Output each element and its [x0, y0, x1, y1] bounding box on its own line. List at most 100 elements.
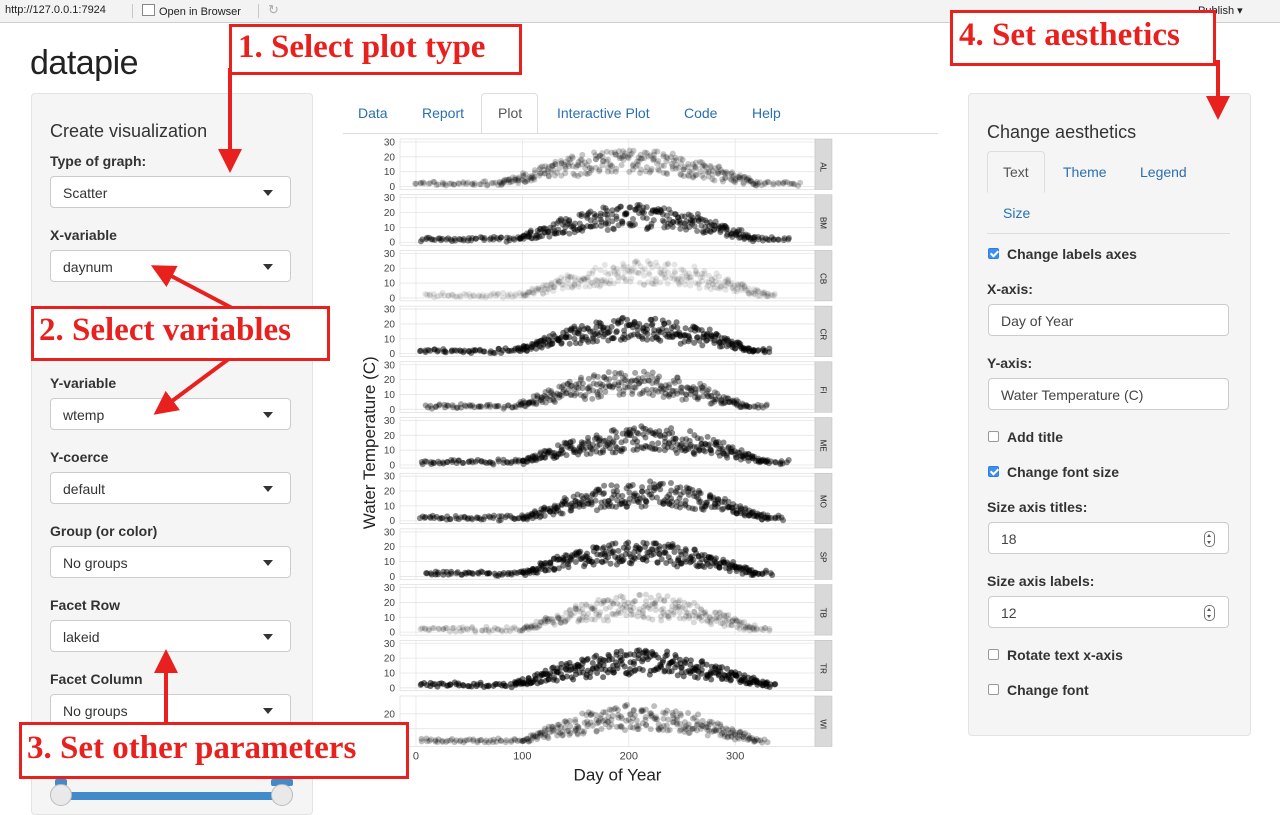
data-point — [605, 220, 612, 227]
data-point — [484, 181, 491, 188]
data-point — [556, 165, 563, 172]
refresh-icon[interactable]: ↻ — [268, 2, 279, 17]
data-point — [698, 159, 705, 166]
data-point — [610, 225, 617, 232]
data-point — [623, 210, 630, 217]
data-point — [695, 214, 702, 221]
y-coerce-select[interactable]: default — [50, 472, 291, 504]
data-point — [534, 234, 541, 241]
data-point — [652, 208, 659, 215]
data-point — [519, 176, 526, 183]
data-point — [619, 220, 626, 227]
tab-plot[interactable]: Plot — [498, 105, 523, 121]
data-point — [536, 229, 543, 236]
data-point — [608, 168, 615, 175]
data-point — [607, 162, 614, 169]
data-point — [506, 176, 513, 183]
data-point — [597, 216, 604, 223]
data-point — [650, 217, 657, 224]
data-point — [724, 231, 731, 238]
data-point — [562, 215, 569, 222]
data-point — [449, 238, 456, 245]
data-point — [690, 174, 697, 181]
data-point — [532, 169, 539, 176]
data-point — [558, 160, 565, 167]
data-point — [680, 166, 687, 173]
data-point — [627, 221, 634, 228]
data-point — [683, 226, 690, 233]
graph-type-select[interactable]: Scatter — [50, 176, 291, 208]
data-point — [707, 162, 714, 169]
data-point — [472, 235, 479, 242]
tab-help[interactable]: Help — [752, 105, 781, 121]
data-point — [734, 228, 741, 235]
data-point — [711, 177, 718, 184]
data-point — [730, 172, 737, 179]
data-point — [536, 172, 543, 179]
data-point — [645, 225, 652, 232]
data-point — [780, 180, 787, 187]
data-point — [751, 236, 758, 243]
group-select[interactable]: No groups — [50, 546, 291, 578]
data-point — [557, 216, 564, 223]
tab-data[interactable]: Data — [358, 105, 388, 121]
tab-report[interactable]: Report — [422, 105, 465, 121]
data-point — [602, 205, 609, 212]
data-point — [586, 164, 593, 171]
data-point — [795, 183, 802, 190]
data-point — [634, 158, 641, 165]
data-point — [584, 214, 591, 221]
data-point — [715, 225, 722, 232]
data-point — [643, 226, 650, 233]
data-point — [686, 224, 693, 231]
data-point — [670, 218, 677, 225]
open-in-browser-button[interactable]: Open in Browser — [142, 4, 241, 18]
data-point — [628, 150, 635, 157]
data-point — [451, 235, 458, 242]
data-point — [599, 162, 606, 169]
data-point — [525, 234, 532, 241]
data-point — [521, 232, 528, 239]
data-point — [537, 225, 544, 232]
data-point — [591, 149, 598, 156]
data-point — [471, 180, 478, 187]
x-variable-label: X-variable — [50, 227, 117, 243]
data-point — [751, 233, 758, 240]
data-point — [700, 174, 707, 181]
range-slider-bar[interactable] — [61, 792, 283, 800]
data-point — [570, 225, 577, 232]
data-point — [691, 163, 698, 170]
data-point — [597, 210, 604, 217]
data-point — [604, 156, 611, 163]
data-point — [515, 179, 522, 186]
data-point — [517, 235, 524, 242]
data-point — [587, 223, 594, 230]
data-point — [673, 157, 680, 164]
data-point — [647, 152, 654, 159]
data-point — [598, 222, 605, 229]
data-point — [520, 232, 527, 239]
tab-interactive-plot[interactable]: Interactive Plot — [557, 105, 650, 121]
data-point — [604, 164, 611, 171]
data-point — [705, 173, 712, 180]
data-point — [620, 153, 627, 160]
url-text[interactable]: http://127.0.0.1:7924 — [5, 4, 106, 16]
data-point — [716, 163, 723, 170]
y-tick-label: 20 — [384, 152, 396, 163]
data-point — [676, 217, 683, 224]
data-point — [527, 229, 534, 236]
data-point — [669, 163, 676, 170]
data-point — [626, 152, 633, 159]
data-point — [555, 226, 562, 233]
data-point — [465, 235, 472, 242]
data-point — [552, 161, 559, 168]
data-point — [661, 224, 668, 231]
data-point — [460, 180, 467, 187]
tab-code[interactable]: Code — [684, 105, 718, 121]
y-coerce-label: Y-coerce — [50, 449, 109, 465]
facet-row-select[interactable]: lakeid — [50, 620, 291, 652]
data-point — [785, 234, 792, 241]
facet-column-select[interactable]: No groups — [50, 694, 291, 726]
data-point — [688, 168, 695, 175]
